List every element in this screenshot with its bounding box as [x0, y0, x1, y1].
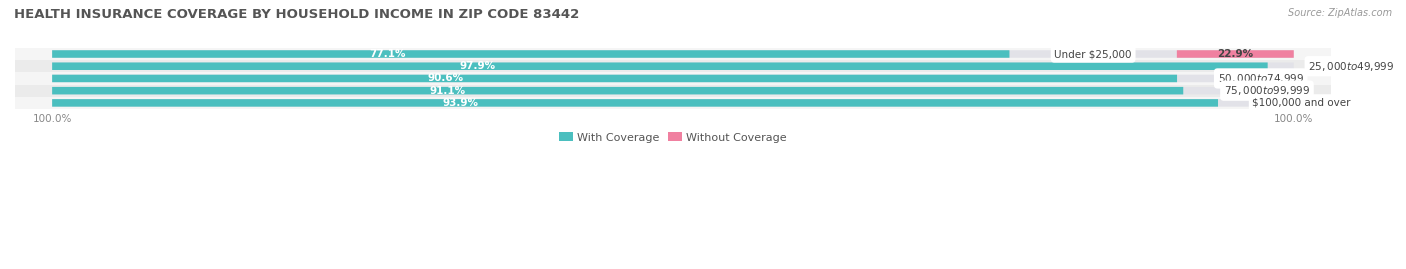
FancyBboxPatch shape [52, 50, 1294, 58]
FancyBboxPatch shape [52, 75, 1177, 82]
FancyBboxPatch shape [52, 87, 1294, 94]
FancyBboxPatch shape [52, 99, 1218, 107]
FancyBboxPatch shape [15, 72, 1331, 84]
FancyBboxPatch shape [52, 99, 1294, 107]
FancyBboxPatch shape [52, 62, 1268, 70]
FancyBboxPatch shape [15, 84, 1331, 97]
Text: 77.1%: 77.1% [368, 49, 405, 59]
Text: 97.9%: 97.9% [460, 61, 496, 71]
FancyBboxPatch shape [52, 62, 1294, 70]
Text: $50,000 to $74,999: $50,000 to $74,999 [1218, 72, 1303, 85]
FancyBboxPatch shape [52, 50, 1010, 58]
Text: $75,000 to $99,999: $75,000 to $99,999 [1223, 84, 1310, 97]
FancyBboxPatch shape [15, 48, 1331, 60]
Legend: With Coverage, Without Coverage: With Coverage, Without Coverage [560, 132, 787, 143]
FancyBboxPatch shape [1177, 50, 1294, 58]
Text: 93.9%: 93.9% [443, 98, 478, 108]
Text: $25,000 to $49,999: $25,000 to $49,999 [1308, 60, 1395, 73]
Text: Source: ZipAtlas.com: Source: ZipAtlas.com [1288, 8, 1392, 18]
Text: 22.9%: 22.9% [1218, 49, 1253, 59]
Text: $100,000 and over: $100,000 and over [1253, 98, 1351, 108]
Text: 91.1%: 91.1% [430, 86, 467, 96]
Text: HEALTH INSURANCE COVERAGE BY HOUSEHOLD INCOME IN ZIP CODE 83442: HEALTH INSURANCE COVERAGE BY HOUSEHOLD I… [14, 8, 579, 21]
FancyBboxPatch shape [15, 97, 1331, 109]
Text: Under $25,000: Under $25,000 [1054, 49, 1132, 59]
FancyBboxPatch shape [52, 87, 1184, 94]
FancyBboxPatch shape [15, 60, 1331, 72]
Text: 90.6%: 90.6% [427, 73, 464, 83]
FancyBboxPatch shape [52, 75, 1294, 82]
